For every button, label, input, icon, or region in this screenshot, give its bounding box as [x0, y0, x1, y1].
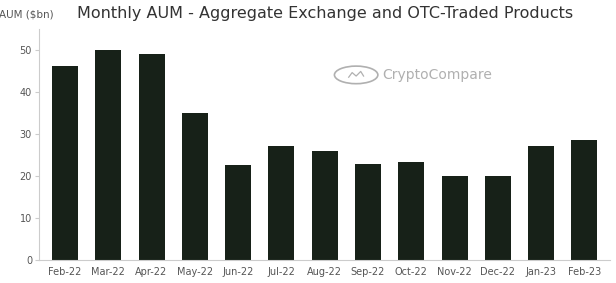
Bar: [95, 50, 121, 260]
Title: Monthly AUM - Aggregate Exchange and OTC-Traded Products: Monthly AUM - Aggregate Exchange and OTC…: [76, 6, 573, 21]
Bar: [572, 140, 598, 260]
Bar: [225, 165, 251, 260]
Bar: [442, 176, 468, 260]
Bar: [528, 146, 554, 260]
Bar: [139, 54, 164, 260]
Text: CryptoCompare: CryptoCompare: [382, 68, 492, 82]
Bar: [355, 164, 381, 260]
Bar: [182, 113, 208, 260]
Text: AUM ($bn): AUM ($bn): [0, 9, 54, 20]
Bar: [485, 176, 511, 260]
Bar: [312, 151, 338, 260]
Bar: [269, 146, 294, 260]
Bar: [399, 162, 424, 260]
Bar: [52, 67, 78, 260]
